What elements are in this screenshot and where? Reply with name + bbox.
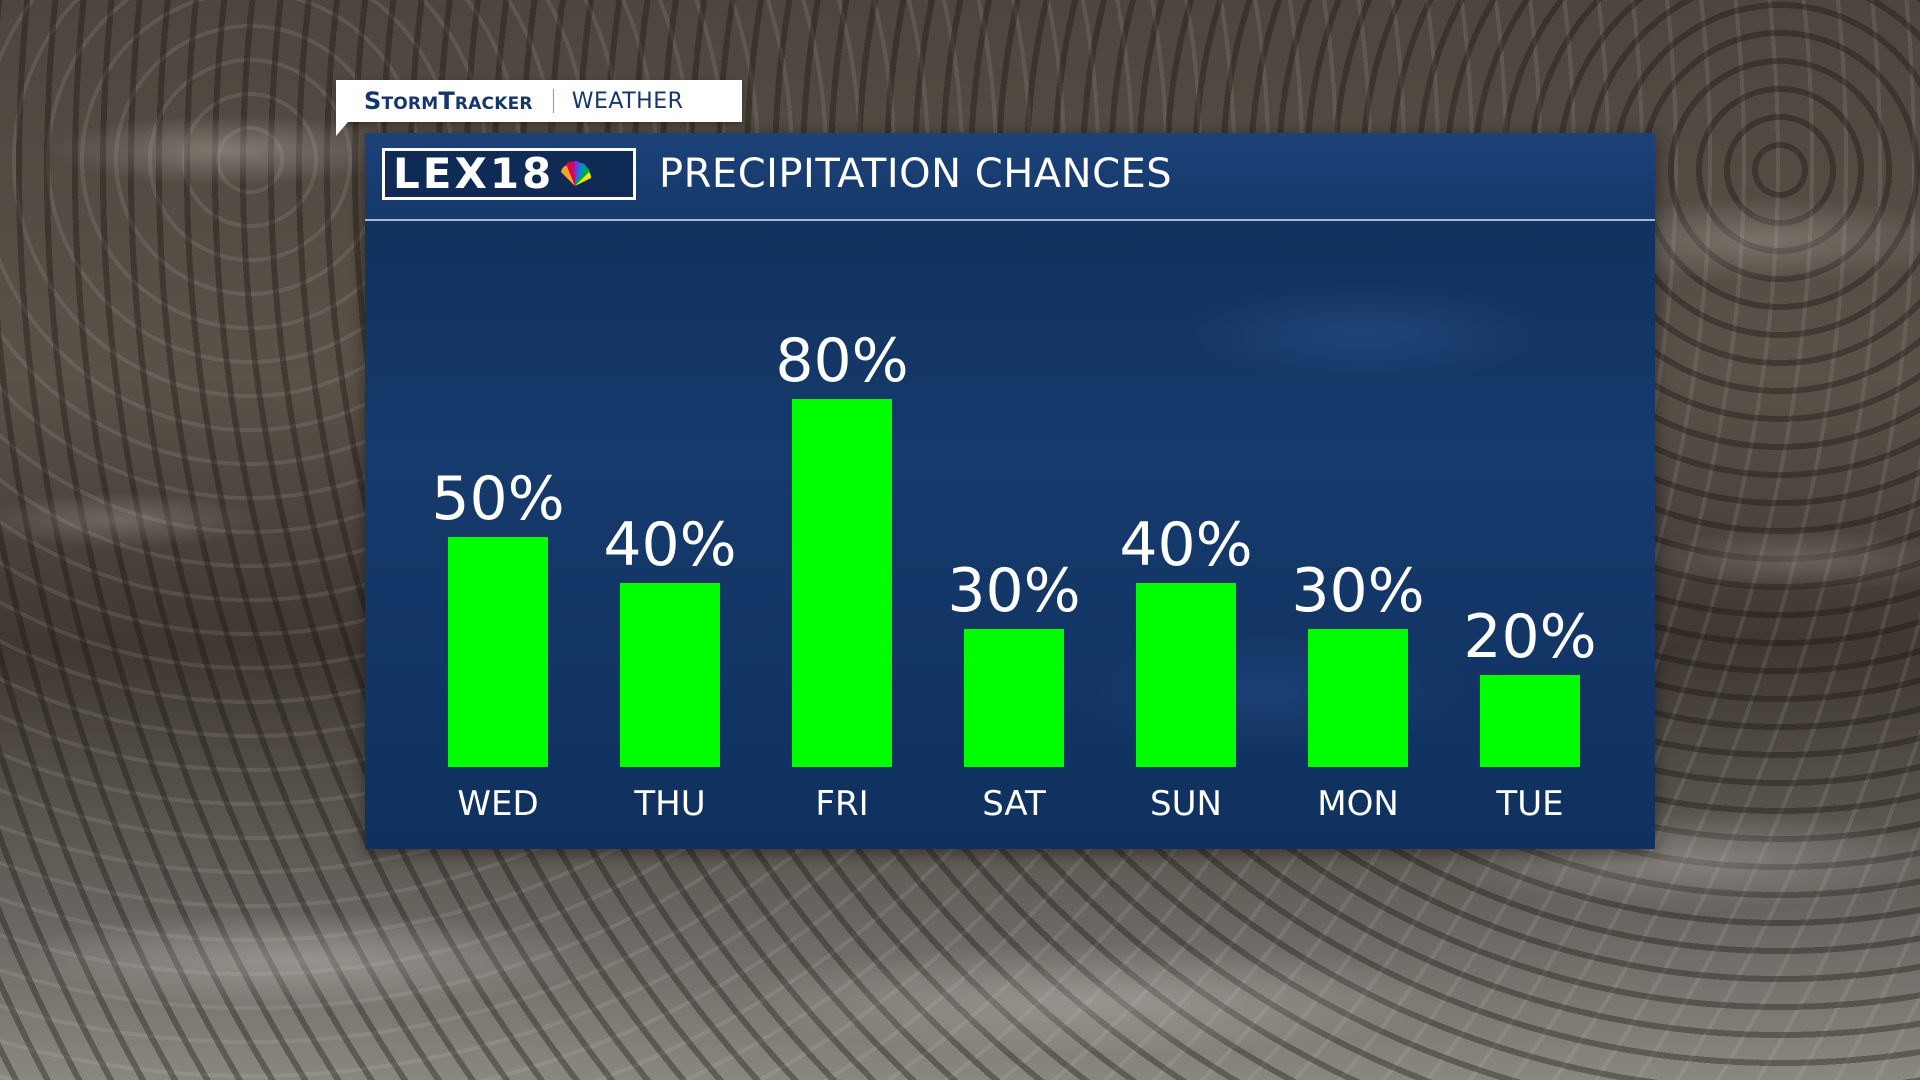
day-label-sat: SAT [982,784,1046,824]
panel-title: PRECIPITATION CHANCES [659,151,1173,197]
value-label-tue: 20% [1463,602,1596,672]
day-label-thu: THU [633,784,705,824]
value-label-mon: 30% [1291,556,1424,626]
logo-text: LEX18 [393,149,555,198]
value-label-sun: 40% [1119,510,1252,580]
value-label-wed: 50% [431,464,564,534]
tag-divider [552,89,554,113]
nbc-peacock-icon [561,160,592,186]
panel-header: LEX18 PRECIPITATION CHANCES [365,133,1655,221]
precipitation-bar-chart: 50% WED 40% THU 80% FRI 30% SAT 40% SUN 30% MON 20% T… [431,326,1596,824]
value-label-thu: 40% [603,510,736,580]
value-label-fri: 80% [775,326,908,396]
precipitation-panel: LEX18 PRECIPITATION CHANCES 50% WED 40% THU… [365,133,1655,849]
bar-sun [1136,583,1236,767]
day-label-sun: SUN [1150,784,1222,824]
bar-thu [620,583,720,767]
weather-section-label: WEATHER [571,88,684,114]
bar-wed [448,537,548,767]
day-label-wed: WED [457,784,538,824]
bar-fri [792,399,892,767]
stormtracker-weather-tag: StormTracker WEATHER [336,80,742,136]
bar-mon [1308,629,1408,767]
stormtracker-brand: StormTracker [364,87,533,115]
day-label-fri: FRI [815,784,868,824]
lex18-logo: LEX18 [382,148,636,200]
bar-tue [1480,675,1580,767]
value-label-sat: 30% [947,556,1080,626]
day-label-tue: TUE [1495,784,1563,824]
bar-sat [964,629,1064,767]
day-label-mon: MON [1317,784,1399,824]
